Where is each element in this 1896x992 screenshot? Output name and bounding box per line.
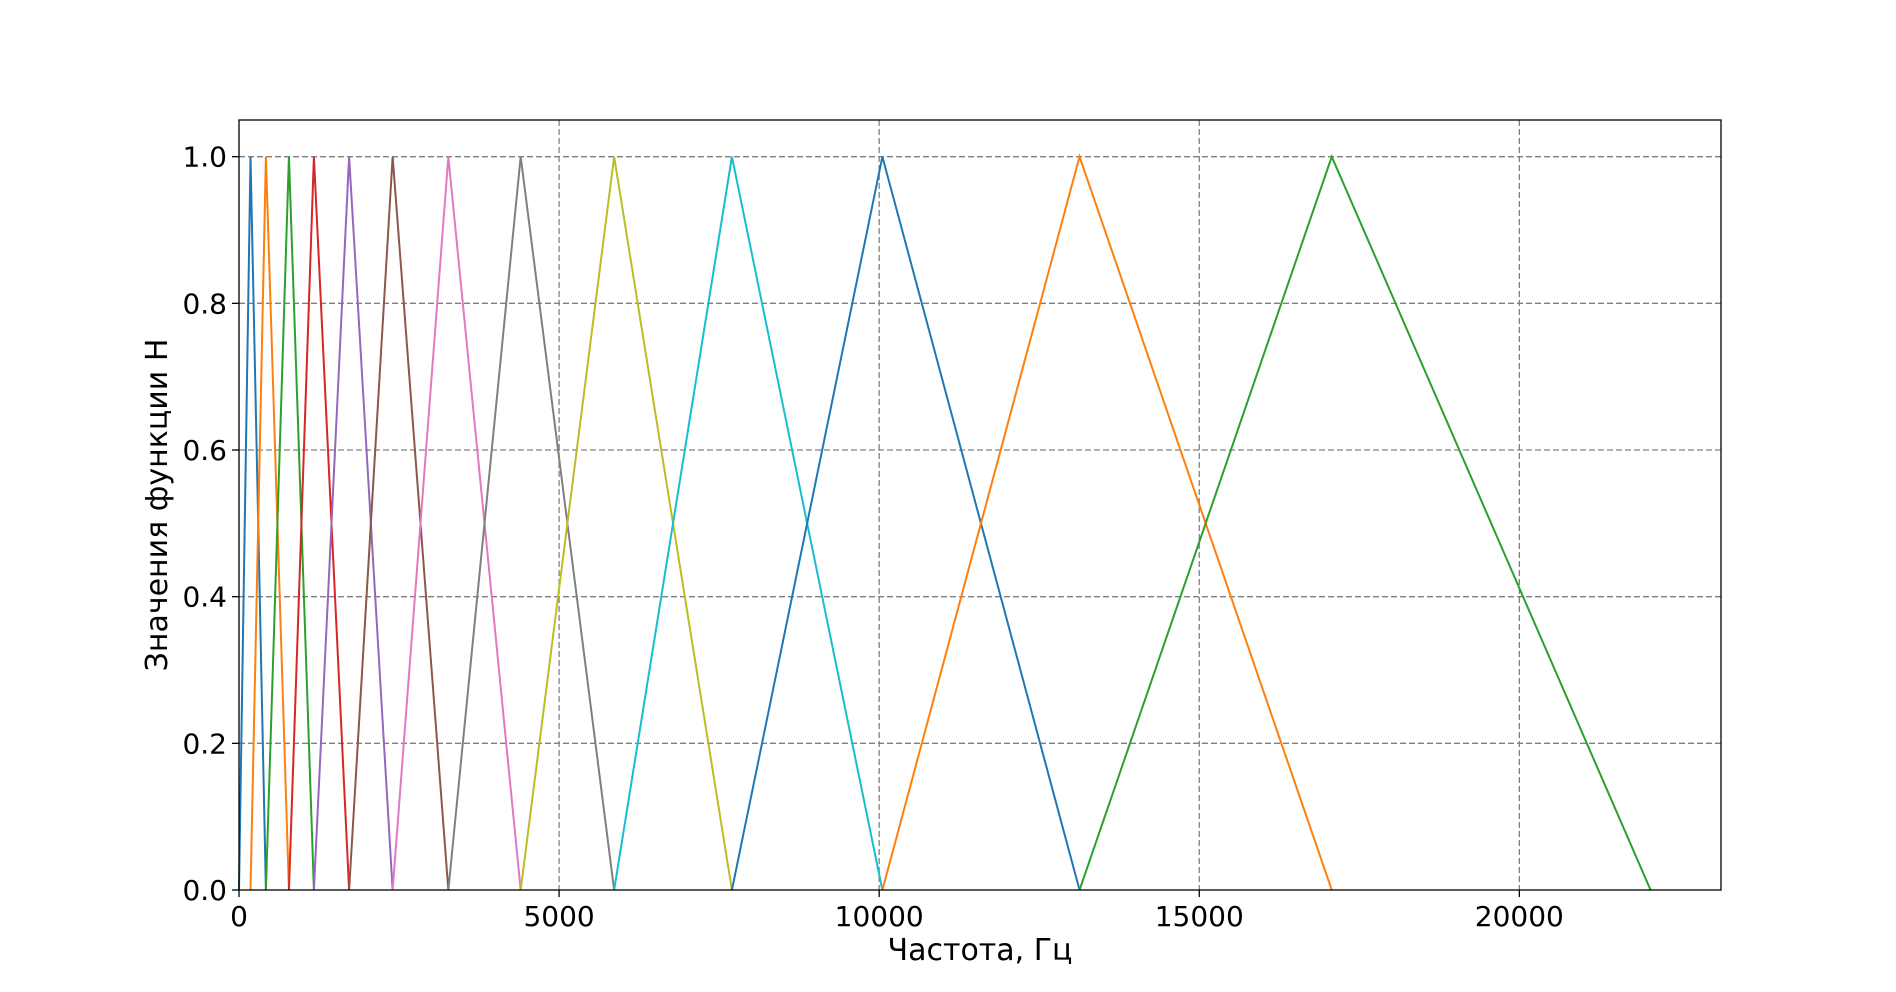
y-tick-label: 0.4 [182,581,227,614]
x-tick-label: 20000 [1475,900,1564,933]
axes-frame [238,119,1722,891]
series-line-3 [264,156,315,891]
y-tick-label: 0.6 [182,434,227,467]
axis-ticks: 0 5000 10000 15000 20000 0.0 0.2 0.4 0.6 0.8 1.0 [182,141,1563,933]
series-line-7 [391,156,522,891]
series-line-4 [287,156,351,891]
y-axis-label: Значения функции H [140,339,175,672]
series-line-8 [447,156,616,891]
series-line-11 [730,156,1081,891]
y-tick-label: 0.8 [182,287,227,320]
series-line-9 [519,156,733,891]
y-tick-label: 1.0 [182,141,227,174]
x-tick-label: 10000 [835,900,924,933]
series-line-10 [613,156,884,891]
series-line-2 [249,156,290,891]
y-tick-label: 0.2 [182,727,227,760]
series-lines [238,153,1652,891]
x-tick-label: 0 [230,900,248,933]
y-tick-label: 0.0 [182,874,227,907]
grid [239,120,1721,890]
x-tick-label: 5000 [523,900,594,933]
series-line-12 [881,153,1333,891]
series-line-5 [312,156,394,891]
series-line-13 [1078,153,1652,891]
series-line-6 [348,156,450,891]
series-line-1 [238,156,267,891]
x-tick-label: 15000 [1155,900,1244,933]
x-axis-label: Частота, Гц [888,933,1073,968]
